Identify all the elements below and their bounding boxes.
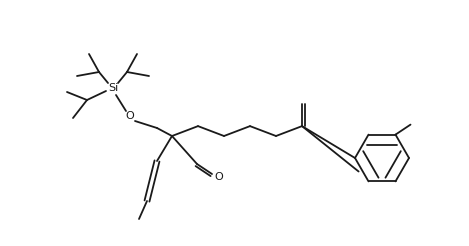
Text: O: O — [126, 111, 135, 121]
Text: Si: Si — [108, 83, 118, 93]
Text: O: O — [215, 172, 223, 182]
